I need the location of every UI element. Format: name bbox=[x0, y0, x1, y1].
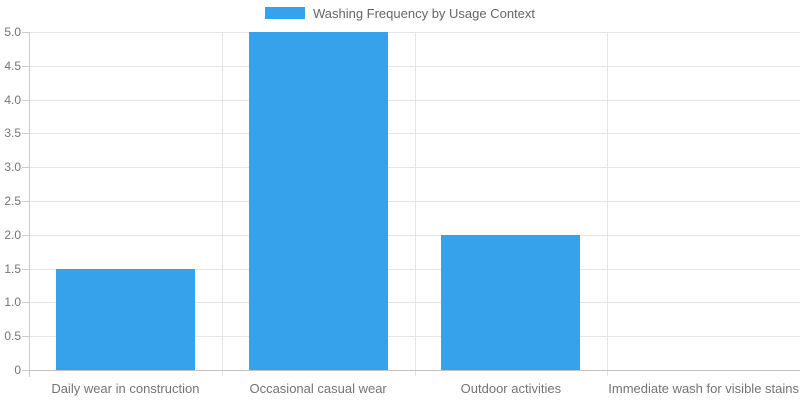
y-tick-label: 3.0 bbox=[4, 160, 21, 175]
y-tick-label: 2.0 bbox=[4, 227, 21, 242]
x-tick-label: Outdoor activities bbox=[460, 381, 562, 396]
y-tick-label: 5.0 bbox=[4, 25, 21, 39]
y-tick-mark bbox=[22, 99, 29, 101]
y-tick-mark bbox=[22, 167, 29, 169]
y-tick-label: 3.5 bbox=[4, 126, 21, 141]
y-tick-label: 1.0 bbox=[4, 295, 21, 310]
y-tick-mark bbox=[22, 268, 29, 270]
y-axis-line bbox=[29, 32, 30, 377]
y-tick-mark bbox=[22, 201, 29, 202]
y-tick-mark bbox=[22, 302, 29, 304]
x-gridline bbox=[607, 32, 609, 376]
x-tick-label: Occasional casual wear bbox=[249, 381, 387, 396]
x-gridline bbox=[414, 32, 416, 376]
legend-swatch bbox=[264, 7, 305, 19]
y-tick-mark bbox=[22, 370, 29, 371]
y-tick-label: 4.5 bbox=[4, 58, 21, 73]
bar bbox=[56, 268, 195, 370]
x-gridline bbox=[221, 32, 223, 376]
bar bbox=[249, 32, 388, 370]
y-tick-mark bbox=[22, 65, 29, 67]
legend-label: Washing Frequency by Usage Context bbox=[312, 5, 536, 21]
y-tick-label: 0 bbox=[14, 363, 21, 377]
y-tick-mark bbox=[22, 336, 29, 338]
y-tick-mark bbox=[22, 32, 29, 33]
x-axis-baseline bbox=[29, 370, 800, 371]
y-tick-mark bbox=[22, 133, 29, 135]
chart-legend: Washing Frequency by Usage Context bbox=[0, 0, 800, 26]
y-tick-mark bbox=[22, 234, 29, 236]
y-tick-label: 2.5 bbox=[4, 194, 21, 208]
y-tick-label: 1.5 bbox=[4, 261, 21, 276]
y-tick-label: 0.5 bbox=[4, 329, 21, 344]
x-tick-label: Daily wear in construction bbox=[51, 381, 200, 396]
x-tick-label: Immediate wash for visible stains bbox=[608, 381, 799, 396]
bar bbox=[441, 234, 580, 370]
y-tick-label: 4.0 bbox=[4, 92, 21, 107]
